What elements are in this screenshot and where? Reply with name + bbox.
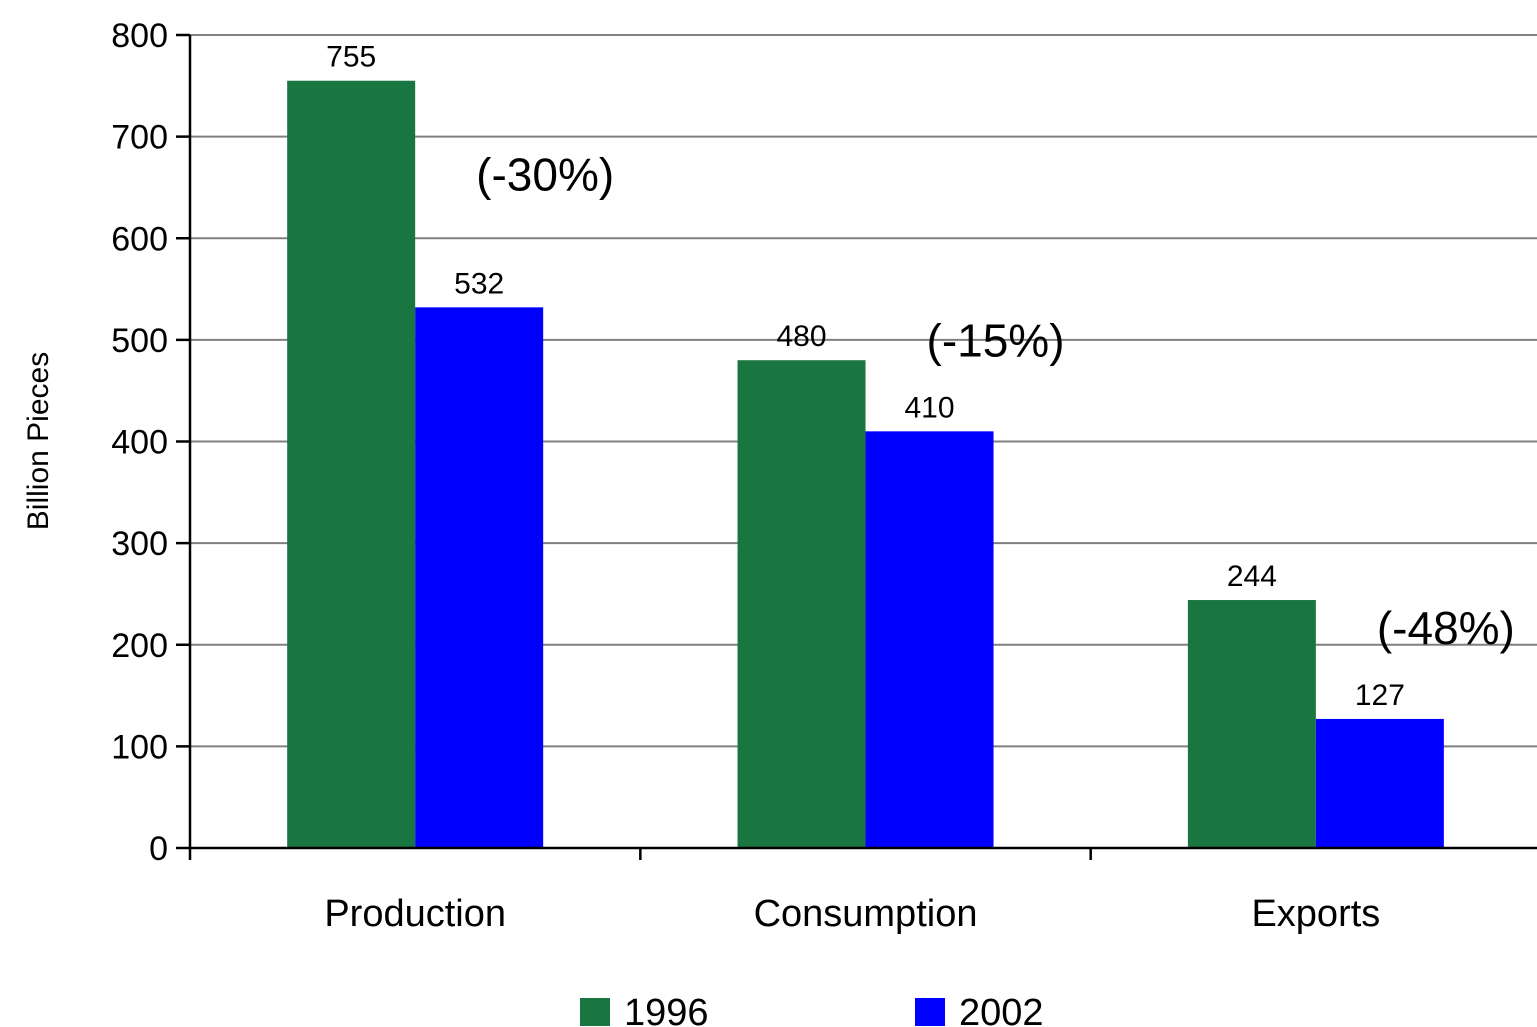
percent-change-annotation: (-30%) [476, 149, 614, 201]
percent-change-annotation: (-15%) [927, 314, 1065, 366]
data-label: 480 [776, 320, 826, 353]
y-tick-label: 400 [111, 424, 168, 462]
data-label: 127 [1355, 679, 1405, 712]
bar-1996-consumption [737, 360, 866, 848]
bar-2002-exports [1315, 718, 1444, 848]
y-axis-label: Billion Pieces [22, 352, 55, 530]
y-tick-label: 100 [111, 728, 168, 766]
bar-2002-production [415, 307, 544, 849]
data-label: 755 [326, 41, 376, 74]
data-label: 244 [1227, 560, 1277, 593]
y-tick-label: 600 [111, 220, 168, 258]
y-tick-label: 200 [111, 627, 168, 665]
y-tick-label: 500 [111, 322, 168, 360]
bar-1996-exports [1187, 600, 1316, 848]
x-category-label: Exports [1251, 893, 1380, 935]
data-labels: 755 532 480 410 244 127 [326, 41, 1405, 712]
bars [287, 80, 1444, 849]
legend: 1996 2002 [580, 992, 1044, 1027]
x-category-label: Consumption [754, 893, 978, 935]
y-axis-ticks: 0 100 200 300 400 500 600 700 800 [111, 17, 190, 868]
bar-2002-consumption [865, 431, 994, 848]
y-tick-label: 0 [149, 830, 168, 868]
percent-change-annotation: (-48%) [1377, 602, 1515, 654]
data-label: 410 [904, 391, 954, 424]
x-axis-categories: Production Consumption Exports [324, 893, 1380, 935]
y-tick-label: 300 [111, 525, 168, 563]
annotations: (-30%) (-15%) (-48%) [476, 149, 1515, 654]
legend-label-2002: 2002 [959, 992, 1044, 1027]
bar-1996-production [287, 80, 416, 848]
y-tick-label: 700 [111, 119, 168, 157]
axes [188, 35, 1537, 860]
y-tick-label: 800 [111, 17, 168, 55]
legend-swatch-1996 [580, 998, 610, 1026]
data-label: 532 [454, 267, 504, 300]
x-category-label: Production [324, 893, 506, 935]
legend-swatch-2002 [915, 998, 945, 1026]
legend-label-1996: 1996 [624, 992, 709, 1027]
